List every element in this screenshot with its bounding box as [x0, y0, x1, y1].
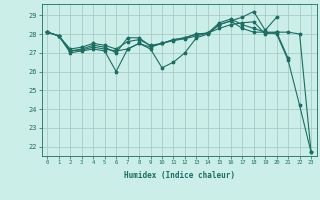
- X-axis label: Humidex (Indice chaleur): Humidex (Indice chaleur): [124, 171, 235, 180]
